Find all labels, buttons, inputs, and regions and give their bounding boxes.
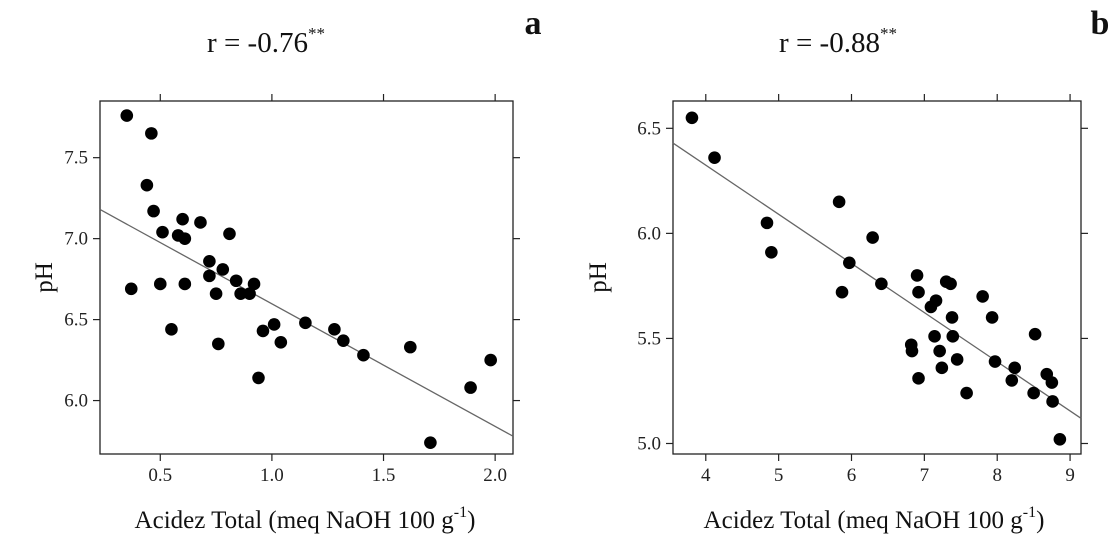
- data-point: [256, 324, 270, 338]
- data-point: [299, 316, 312, 330]
- data-point: [1053, 432, 1067, 446]
- data-point: [835, 285, 849, 299]
- data-point: [145, 127, 158, 140]
- y-tick-label: 7.5: [64, 148, 88, 169]
- data-point: [178, 277, 192, 291]
- data-point: [203, 255, 216, 268]
- panel-label: b: [1091, 5, 1110, 42]
- data-point: [252, 371, 265, 385]
- x-tick-label: 7: [920, 465, 930, 486]
- data-point: [243, 287, 256, 300]
- data-point: [933, 344, 946, 358]
- data-point: [912, 285, 925, 299]
- y-tick-label: 6.5: [637, 118, 661, 139]
- data-point: [708, 151, 721, 165]
- data-point: [950, 353, 964, 366]
- y-tick-label: 5.5: [637, 328, 661, 349]
- panel-title: r = -0.88**: [779, 24, 897, 59]
- x-tick-label: 4: [701, 465, 711, 486]
- data-point: [928, 330, 941, 343]
- x-tick-label: 9: [1065, 465, 1075, 486]
- data-point: [209, 287, 223, 300]
- data-point: [484, 353, 497, 367]
- y-tick-label: 7.0: [64, 229, 88, 250]
- data-point: [945, 311, 959, 324]
- data-point: [194, 216, 207, 229]
- data-point: [247, 277, 261, 291]
- data-point: [760, 216, 774, 230]
- x-tick-label: 1.0: [260, 465, 284, 486]
- data-point: [910, 269, 924, 282]
- data-point: [464, 381, 477, 394]
- data-point: [976, 290, 989, 303]
- data-point: [274, 335, 288, 349]
- x-tick-label: 8: [992, 465, 1002, 486]
- panel-label: a: [525, 5, 542, 42]
- x-tick-label: 2.0: [483, 465, 507, 486]
- x-tick-label: 6: [847, 465, 857, 486]
- data-point: [267, 318, 281, 331]
- data-point: [985, 311, 999, 324]
- data-point: [1027, 386, 1040, 400]
- x-tick-label: 1.5: [372, 465, 396, 486]
- data-point: [944, 277, 957, 291]
- x-axis-label: Acidez Total (meq NaOH 100 g-1): [135, 504, 476, 534]
- data-point: [1045, 376, 1059, 389]
- data-point: [120, 109, 134, 122]
- data-point: [357, 348, 370, 362]
- data-point: [424, 436, 437, 449]
- data-point: [1028, 327, 1042, 341]
- data-point: [156, 225, 169, 239]
- data-point: [212, 337, 225, 351]
- y-tick-label: 6.0: [64, 391, 88, 412]
- data-point: [337, 334, 350, 347]
- data-point: [843, 256, 856, 270]
- data-point: [960, 386, 973, 400]
- data-point: [165, 323, 178, 336]
- data-point: [905, 344, 919, 358]
- data-point: [153, 277, 167, 291]
- data-point: [229, 274, 243, 288]
- x-tick-label: 5: [774, 465, 784, 486]
- data-point: [866, 231, 879, 244]
- data-point: [1046, 395, 1059, 408]
- data-point: [1005, 374, 1019, 387]
- data-point: [124, 282, 138, 296]
- panel-b: 4 5 6 7 8 9 5.0 5.5 6.0 6.5 r = -0.88** b Acidez Tot…: [585, 5, 1109, 534]
- data-point: [935, 361, 949, 375]
- y-axis-label: pH: [585, 262, 612, 293]
- data-point: [404, 340, 417, 354]
- data-point: [178, 232, 192, 245]
- data-point: [216, 263, 230, 276]
- data-point: [685, 111, 699, 125]
- data-point: [223, 227, 236, 241]
- data-point: [234, 287, 247, 300]
- panel-title: r = -0.76**: [207, 24, 325, 59]
- x-axis-label: Acidez Total (meq NaOH 100 g-1): [704, 504, 1045, 534]
- y-tick-label: 6.0: [637, 223, 661, 244]
- data-point: [1008, 361, 1021, 375]
- x-tick-label: 0.5: [148, 465, 172, 486]
- data-point: [203, 269, 216, 283]
- data-point: [832, 195, 846, 209]
- data-point: [328, 323, 341, 336]
- data-point: [147, 204, 160, 218]
- panel-a: 0.5 1.0 1.5 2.0 6.0 6.5 7.0 7.5 r = -0.76** a Acid…: [31, 5, 542, 534]
- data-point: [946, 330, 960, 343]
- y-tick-label: 6.5: [64, 310, 88, 331]
- data-point: [765, 245, 778, 259]
- y-tick-label: 5.0: [637, 433, 661, 454]
- data-point: [929, 294, 943, 307]
- y-axis-label: pH: [31, 262, 58, 293]
- data-point: [875, 277, 888, 291]
- plot-frame: [99, 100, 514, 455]
- data-point: [988, 355, 1002, 368]
- plot-frame: [672, 100, 1082, 455]
- data-point: [140, 178, 154, 192]
- data-point: [912, 372, 925, 385]
- data-point: [176, 212, 189, 226]
